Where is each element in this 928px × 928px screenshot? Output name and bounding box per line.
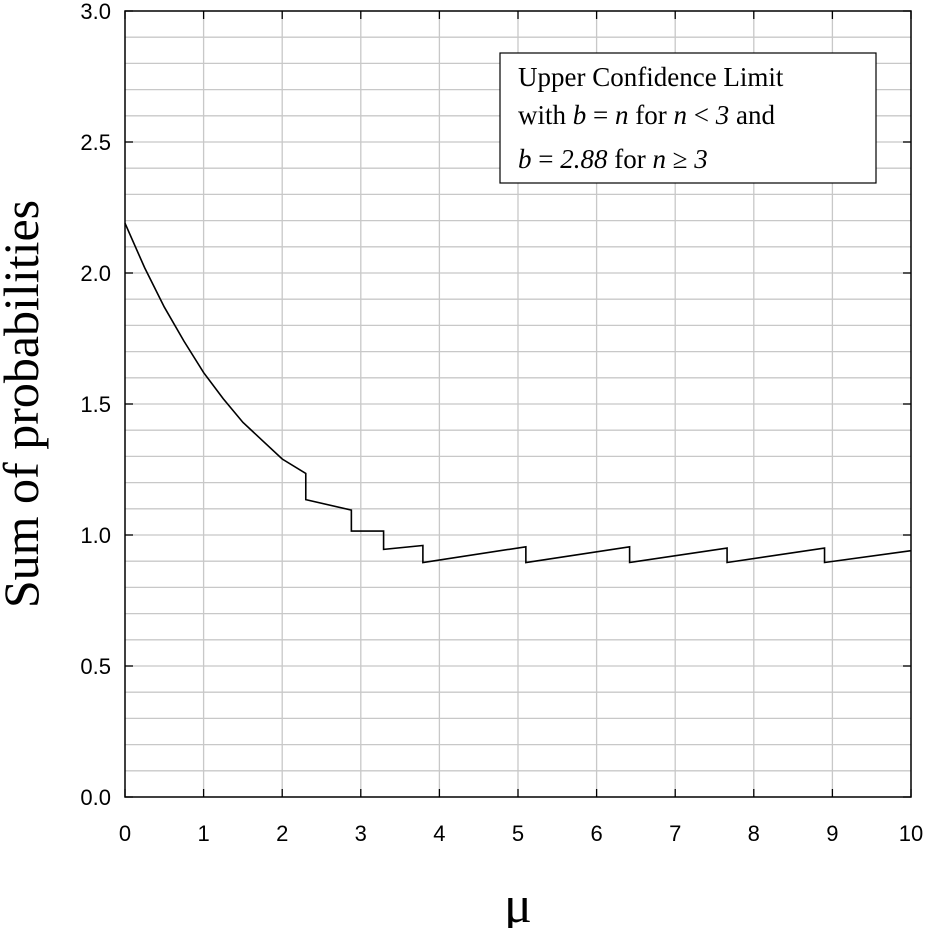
x-tick-label: 7 [669, 821, 681, 846]
legend-text-with: with [518, 100, 573, 130]
x-tick-label: 1 [197, 821, 209, 846]
y-tick-label: 1.5 [80, 392, 111, 417]
legend-lt: < [687, 100, 716, 130]
y-axis-title: Sum of probabilities [0, 200, 49, 608]
series-line [124, 222, 912, 564]
x-tick-label: 10 [899, 821, 923, 846]
legend-var-n: n [615, 100, 629, 130]
legend-var-b: b [573, 100, 587, 130]
x-tick-label: 5 [512, 821, 524, 846]
y-tick-label: 2.0 [80, 261, 111, 286]
y-tick-label: 1.0 [80, 523, 111, 548]
x-axis-title: μ [504, 877, 532, 928]
y-ticks: 0.0 0.5 1.0 1.5 2.0 2.5 3.0 [80, 0, 911, 810]
x-tick-label: 4 [433, 821, 445, 846]
y-tick-label: 0.0 [80, 785, 111, 810]
y-tick-label: 3.0 [80, 0, 111, 24]
legend-ge: ≥ [666, 144, 694, 174]
legend-three: 3 [715, 100, 730, 130]
x-tick-label: 3 [355, 821, 367, 846]
legend-eq: = [586, 100, 615, 130]
legend-line-1: Upper Confidence Limit [518, 62, 784, 92]
legend: Upper Confidence Limit with b = n for n … [499, 52, 877, 184]
x-tick-label: 2 [276, 821, 288, 846]
x-tick-label: 9 [826, 821, 838, 846]
legend-for-2: for [607, 144, 652, 174]
legend-and: and [729, 100, 775, 130]
x-tick-label: 0 [119, 821, 131, 846]
legend-box [499, 52, 877, 184]
legend-for: for [629, 100, 674, 130]
legend-line-1-text: Upper Confidence Limit [518, 62, 784, 92]
legend-value-288: 2.88 [560, 144, 608, 174]
x-tick-label: 8 [748, 821, 760, 846]
legend-line-3: b = 2.88 for n ≥ 3 [518, 144, 708, 174]
legend-var-n-3: n [652, 144, 666, 174]
legend-var-b-2: b [518, 144, 532, 174]
legend-eq-2: = [532, 144, 561, 174]
x-tick-label: 6 [590, 821, 602, 846]
y-tick-label: 2.5 [80, 130, 111, 155]
y-tick-label: 0.5 [80, 654, 111, 679]
x-ticks: 0 1 2 3 4 5 6 7 8 9 10 [119, 11, 923, 846]
legend-line-2: with b = n for n < 3 and [518, 100, 775, 130]
legend-three-2: 3 [693, 144, 708, 174]
legend-var-n-2: n [673, 100, 687, 130]
